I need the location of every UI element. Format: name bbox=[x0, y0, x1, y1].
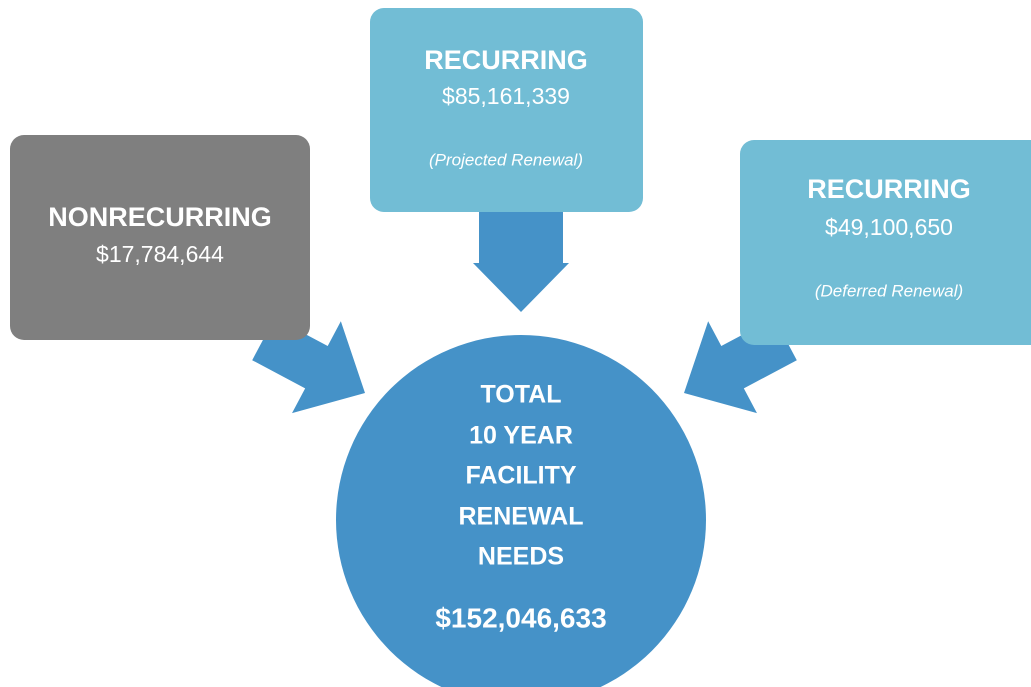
node-title: NONRECURRING bbox=[48, 202, 272, 232]
total-line: RENEWAL bbox=[459, 503, 584, 531]
node-title: RECURRING bbox=[807, 174, 971, 204]
total-line: NEEDS bbox=[478, 543, 564, 571]
node-amount: $85,161,339 bbox=[442, 83, 570, 109]
node-title: RECURRING bbox=[424, 45, 588, 75]
nonrecurring-box bbox=[10, 135, 310, 340]
node-amount: $49,100,650 bbox=[825, 214, 953, 240]
node-note: (Deferred Renewal) bbox=[815, 281, 963, 300]
node-amount: $17,784,644 bbox=[96, 241, 224, 267]
arrow-down bbox=[473, 212, 569, 312]
total-line: FACILITY bbox=[465, 462, 576, 490]
projected-box bbox=[370, 8, 643, 212]
total-line: 10 YEAR bbox=[469, 422, 573, 450]
node-note: (Projected Renewal) bbox=[429, 150, 583, 169]
arrow-left bbox=[252, 317, 365, 414]
deferred-box bbox=[740, 140, 1031, 345]
total-circle bbox=[336, 335, 706, 687]
total-line: TOTAL bbox=[480, 381, 561, 409]
total-amount: $152,046,633 bbox=[435, 602, 606, 633]
